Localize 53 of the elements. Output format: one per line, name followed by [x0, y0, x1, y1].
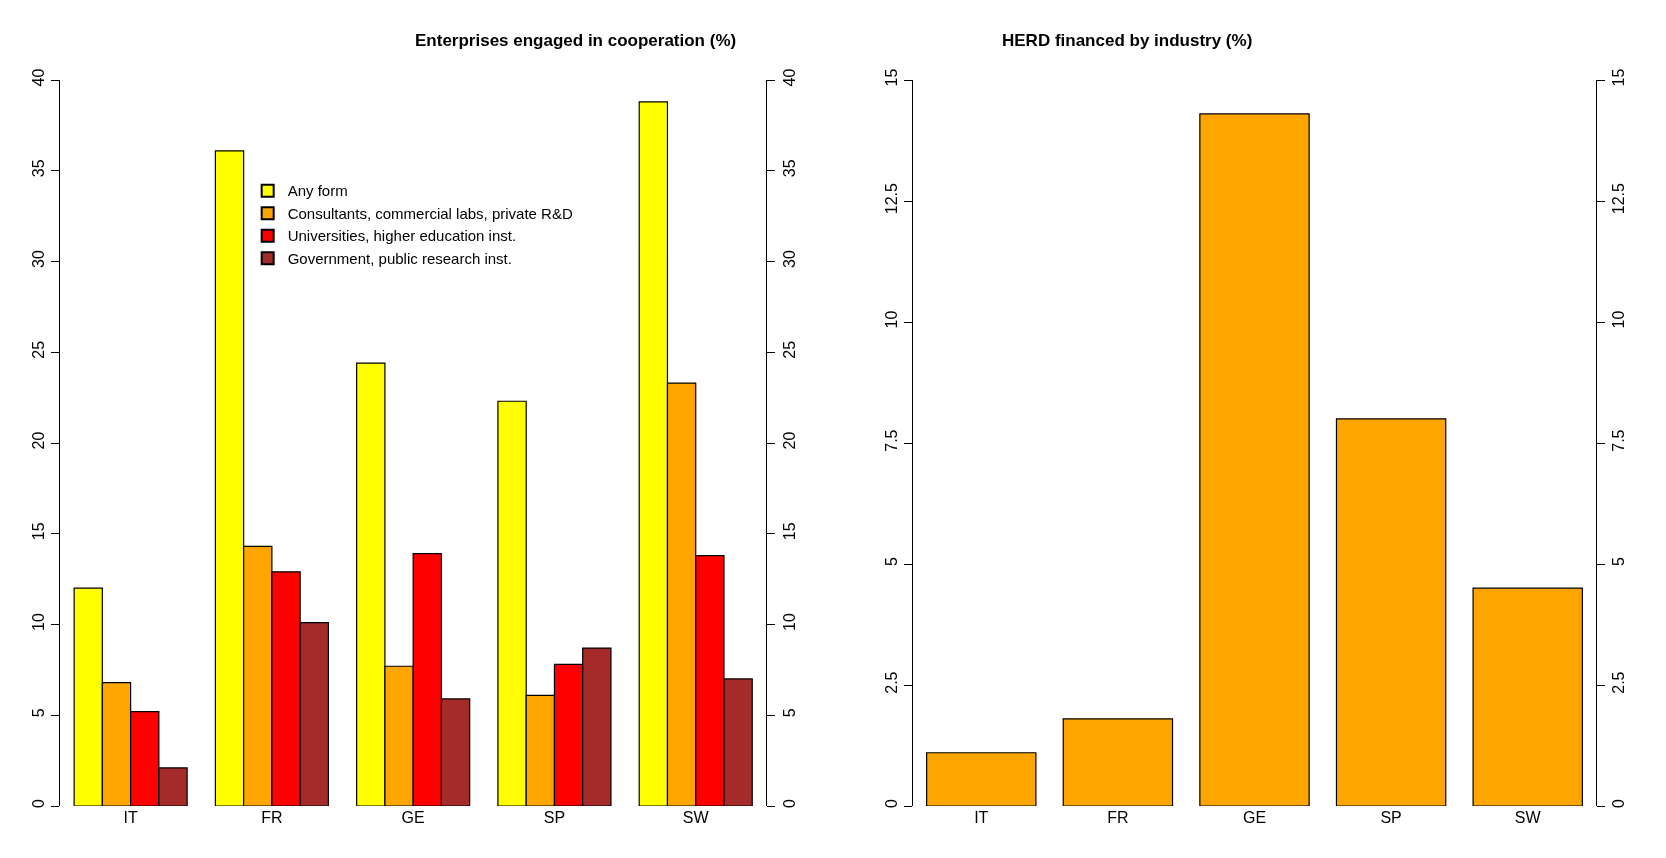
y-tick-label: 20 [30, 431, 48, 450]
y2-tick-label: 20 [780, 431, 798, 450]
bar [926, 752, 1037, 806]
y-tick-label: 7.5 [883, 429, 901, 452]
y2-tick-label: 0 [780, 799, 798, 809]
y2-tick-label: 12.5 [1610, 182, 1628, 215]
y2-tick-label: 7.5 [1610, 429, 1628, 452]
y-tick-label: 15 [883, 68, 901, 87]
y-tick-label: 15 [30, 522, 48, 541]
y2-tick-label: 15 [780, 522, 798, 541]
x-tick-label: FR [1107, 809, 1129, 826]
y-tick-label: 10 [883, 310, 901, 329]
bar [1472, 587, 1583, 806]
y2-tick-label: 35 [780, 159, 798, 178]
legend-label: Any form [287, 182, 348, 200]
x-tick-label: IT [974, 809, 989, 826]
chart-title: Enterprises engaged in cooperation (%) [415, 31, 737, 50]
x-tick-label: SW [1514, 809, 1542, 826]
bar [1062, 718, 1174, 806]
y2-tick-label: 40 [780, 68, 798, 87]
x-tick-label: FR [261, 809, 283, 826]
legend-label: Universities, higher education inst. [287, 227, 517, 245]
y2-tick-label: 2.5 [1610, 671, 1628, 694]
bar [1335, 418, 1447, 806]
x-tick-label: SW [682, 809, 710, 826]
y2-tick-label: 10 [1610, 310, 1628, 329]
y2-tick-label: 30 [780, 250, 798, 268]
chart-title: HERD financed by industry (%) [1002, 31, 1253, 50]
x-tick-label: SP [543, 809, 566, 826]
y-tick-label: 0 [883, 799, 901, 809]
x-tick-label: GE [401, 809, 425, 826]
y-tick-label: 35 [30, 159, 48, 178]
y-tick-label: 2.5 [883, 671, 901, 694]
y-tick-label: 10 [30, 613, 48, 631]
y2-tick-label: 0 [1610, 799, 1628, 809]
y-tick-label: 5 [30, 708, 48, 718]
y2-tick-label: 5 [780, 708, 798, 718]
bar [1199, 113, 1310, 806]
legend-label: Government, public research inst. [287, 249, 512, 267]
y2-tick-label: 15 [1610, 68, 1628, 87]
y-tick-label: 5 [883, 557, 901, 567]
x-tick-label: GE [1242, 809, 1267, 826]
legend-label: Consultants, commercial labs, private R&D [287, 204, 573, 222]
y-tick-label: 40 [30, 68, 48, 87]
y2-tick-label: 5 [1610, 557, 1628, 567]
y2-tick-label: 10 [780, 613, 798, 631]
y-tick-label: 0 [30, 799, 48, 809]
y-tick-label: 25 [30, 340, 48, 359]
y2-tick-label: 25 [780, 340, 798, 359]
y-tick-label: 12.5 [883, 182, 901, 215]
y-tick-label: 30 [30, 250, 48, 268]
x-tick-label: IT [123, 809, 138, 826]
x-tick-label: SP [1380, 809, 1402, 826]
